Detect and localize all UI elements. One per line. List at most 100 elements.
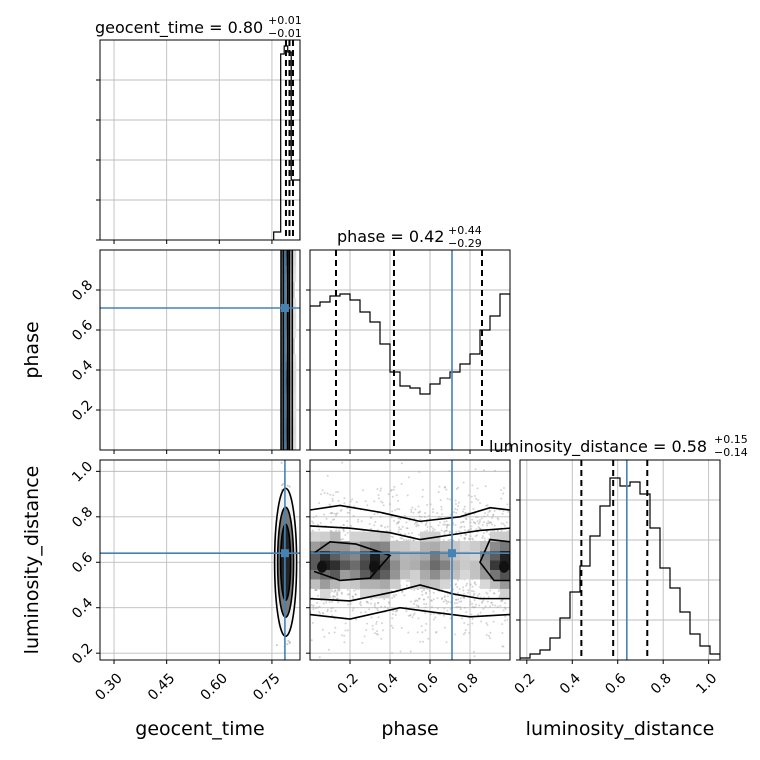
sample-point <box>348 504 351 507</box>
density-cell <box>370 531 381 542</box>
density-cell <box>310 531 321 542</box>
sample-point <box>394 613 397 616</box>
sample-point <box>331 518 334 521</box>
density-cell <box>430 569 441 580</box>
density-cell <box>420 550 431 561</box>
sample-point <box>407 631 410 634</box>
tick-label-y-phase: 0.6 <box>69 317 96 344</box>
sample-point <box>432 591 435 594</box>
sample-point <box>455 598 458 601</box>
sample-point <box>490 601 493 604</box>
sample-point <box>326 474 329 477</box>
sample-point <box>340 508 343 511</box>
sample-point <box>318 605 321 608</box>
density-cell <box>370 578 381 589</box>
sample-point <box>310 604 313 607</box>
sample-point <box>487 595 490 598</box>
sample-point <box>398 526 401 529</box>
density-cell <box>380 560 391 570</box>
sample-point <box>393 595 396 598</box>
sample-point <box>365 629 368 632</box>
sample-point <box>389 489 392 492</box>
density-cell <box>420 531 431 542</box>
sample-point <box>460 525 463 528</box>
sample-point <box>332 494 335 497</box>
sample-point <box>318 502 321 505</box>
sample-point <box>501 512 504 515</box>
sample-point <box>454 499 457 502</box>
sample-point <box>333 518 336 521</box>
sample-point <box>432 612 435 615</box>
sample-point <box>399 528 402 531</box>
sample-point <box>429 503 432 506</box>
sample-point <box>455 511 458 514</box>
sample-point <box>424 524 427 527</box>
sample-point <box>366 504 369 507</box>
density-cell <box>410 569 421 580</box>
panel-frame <box>519 459 721 661</box>
sample-point <box>419 640 422 643</box>
sample-point <box>500 488 503 491</box>
sample-point <box>504 615 507 618</box>
sample-point <box>443 486 446 489</box>
sample-point <box>487 520 490 523</box>
density-cell <box>400 550 411 561</box>
sample-point <box>464 533 467 536</box>
sample-point <box>398 520 401 523</box>
sample-point <box>504 607 507 610</box>
hist-bar <box>500 294 510 450</box>
sample-point <box>464 517 467 520</box>
sample-point <box>370 616 373 619</box>
sample-point <box>463 596 466 599</box>
tick-label-x-phase: 0.4 <box>375 670 402 697</box>
sample-point <box>493 469 496 472</box>
sample-point <box>469 583 472 586</box>
density-cell <box>410 560 421 570</box>
sample-point <box>361 641 364 644</box>
sample-point <box>444 486 447 489</box>
density-cell <box>320 550 331 561</box>
sample-point <box>465 611 468 614</box>
sample-point <box>316 606 319 609</box>
hist-bar <box>440 378 450 450</box>
sample-point <box>330 588 333 591</box>
sample-point <box>376 609 379 612</box>
density-cell <box>291 386 297 394</box>
sample-point <box>431 511 434 514</box>
sample-point <box>467 528 470 531</box>
truth-marker <box>280 304 289 312</box>
sample-point <box>461 510 464 513</box>
sample-point <box>337 499 340 502</box>
sample-point <box>397 530 400 533</box>
sample-point <box>492 513 495 516</box>
ylabel-luminosity-distance: luminosity_distance <box>21 466 43 655</box>
sample-point <box>368 608 371 611</box>
sample-point <box>458 530 461 533</box>
density-cell <box>500 550 510 561</box>
density-cell <box>400 541 411 552</box>
panel-content <box>520 460 720 660</box>
sample-point <box>502 609 505 612</box>
sample-point <box>371 628 374 631</box>
tick-label-x-luminosity_distance: 1.0 <box>693 670 720 697</box>
sample-point <box>443 626 446 629</box>
sample-point <box>422 640 425 643</box>
hist-bar <box>470 354 480 450</box>
sample-point <box>494 604 497 607</box>
hist-bar <box>370 322 380 450</box>
sample-point <box>493 510 496 513</box>
sample-point <box>310 639 313 642</box>
sample-point <box>379 487 382 490</box>
sample-point <box>455 598 458 601</box>
sample-point <box>459 606 462 609</box>
sample-point <box>364 500 367 503</box>
sample-point <box>505 521 508 524</box>
sample-point <box>326 492 329 495</box>
sample-point <box>501 631 504 634</box>
sample-point <box>456 486 459 489</box>
sample-point <box>485 524 488 527</box>
density-cell <box>460 541 471 552</box>
sample-point <box>411 506 414 509</box>
sample-point <box>343 502 346 505</box>
sample-point <box>456 508 459 511</box>
